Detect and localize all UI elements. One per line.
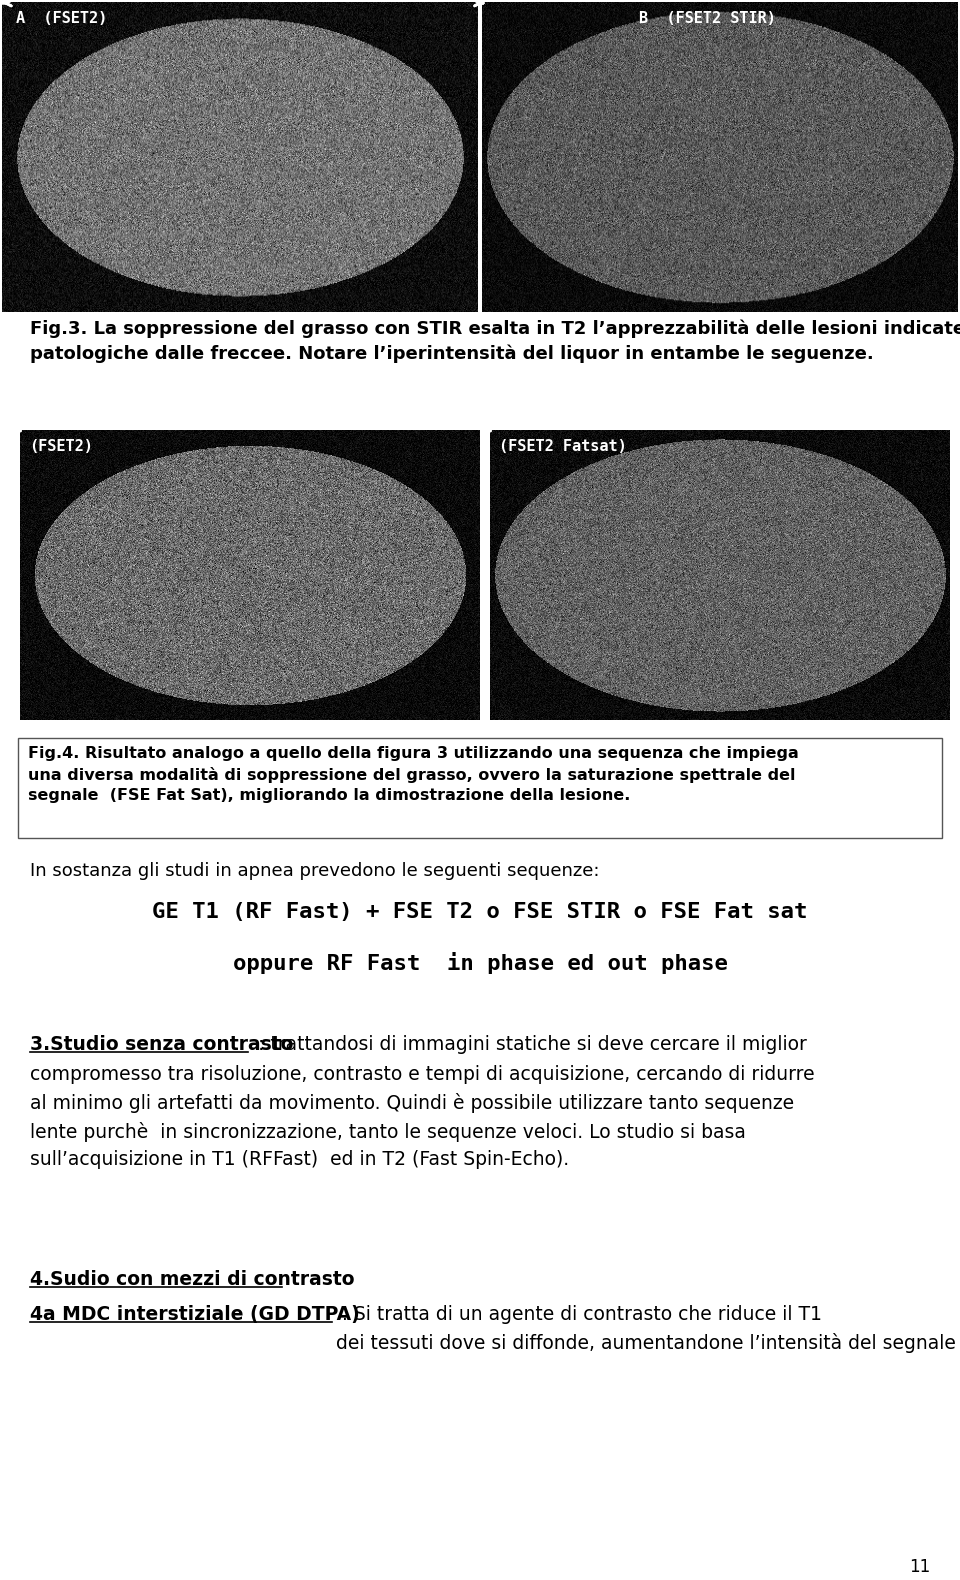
Text: 7: 7 — [5, 30, 11, 40]
Text: (FSET2 Fatsat): (FSET2 Fatsat) — [499, 439, 627, 453]
Text: 4a MDC interstiziale (GD DTPA): 4a MDC interstiziale (GD DTPA) — [30, 1305, 360, 1324]
FancyBboxPatch shape — [18, 738, 942, 837]
Text: CT-1995: CT-1995 — [485, 5, 526, 14]
Text: B  (FSET2 STIR): B (FSET2 STIR) — [639, 11, 776, 27]
Text: (FSET2): (FSET2) — [29, 439, 93, 453]
Text: In sostanza gli studi in apnea prevedono le seguenti sequenze:: In sostanza gli studi in apnea prevedono… — [30, 863, 599, 880]
Text: . Si tratta di un agente di contrasto che riduce il T1
dei tessuti dove si diffo: . Si tratta di un agente di contrasto ch… — [336, 1305, 960, 1352]
Text: -1995: -1995 — [5, 5, 35, 14]
Text: Fig.3. La soppressione del grasso con STIR esalta in T2 l’apprezzabilità delle l: Fig.3. La soppressione del grasso con ST… — [30, 321, 960, 363]
Text: GE T1 (RF Fast) + FSE T2 o FSE STIR o FSE Fat sat: GE T1 (RF Fast) + FSE T2 o FSE STIR o FS… — [153, 902, 807, 923]
Text: : trattandosi di immagini statiche si deve cercare il miglior: : trattandosi di immagini statiche si de… — [252, 1035, 806, 1054]
Text: Z 11: Z 11 — [485, 30, 509, 40]
Text: Fig.4. Risultato analogo a quello della figura 3 utilizzando una sequenza che im: Fig.4. Risultato analogo a quello della … — [28, 746, 799, 803]
Text: oppure RF Fast  in phase ed out phase: oppure RF Fast in phase ed out phase — [232, 953, 728, 973]
Text: compromesso tra risoluzione, contrasto e tempi di acquisizione, cercando di ridu: compromesso tra risoluzione, contrasto e… — [30, 1065, 815, 1169]
Text: A  (FSET2): A (FSET2) — [16, 11, 108, 27]
Text: 3.Studio senza contrasto: 3.Studio senza contrasto — [30, 1035, 294, 1054]
Text: 51: 51 — [5, 17, 16, 28]
Text: E 84: E 84 — [485, 17, 509, 28]
Text: 11: 11 — [909, 1558, 930, 1575]
Text: 4.Sudio con mezzi di contrasto: 4.Sudio con mezzi di contrasto — [30, 1270, 354, 1289]
